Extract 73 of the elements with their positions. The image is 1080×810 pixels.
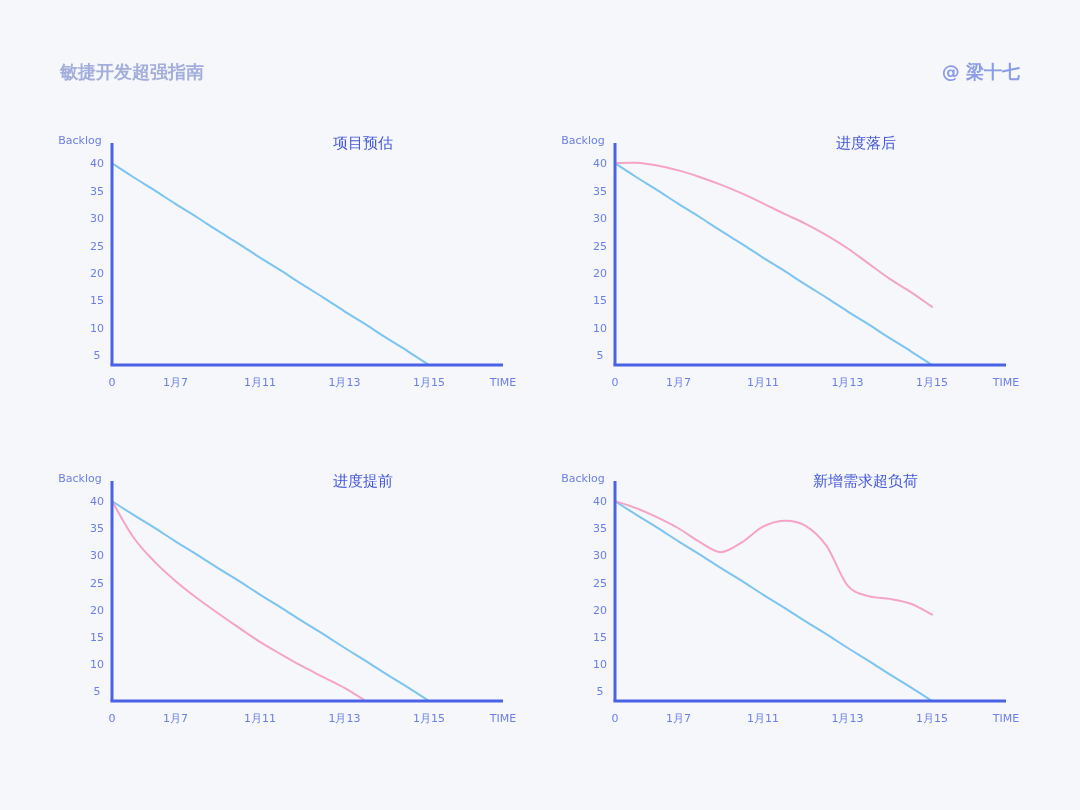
text: @ 梁十七 <box>941 61 1020 82</box>
line-series <box>111 500 367 702</box>
text: 敏捷开发超强指南 <box>59 61 204 82</box>
y-tick-label: 10 <box>593 658 607 672</box>
chart-title: 进度落后 <box>835 134 896 152</box>
y-tick-label: 5 <box>93 685 101 699</box>
y-tick-label: 15 <box>90 294 104 308</box>
y-tick-label: 15 <box>90 630 104 644</box>
line-series <box>614 162 934 366</box>
y-tick-label: 40 <box>90 495 104 509</box>
line-series <box>111 500 431 702</box>
y-tick-label: 35 <box>593 522 607 536</box>
y-tick-label: 15 <box>593 630 607 644</box>
x-tick-label: 0 <box>611 376 619 389</box>
y-tick-label: 30 <box>593 212 607 226</box>
x-tick-label: 1月11 <box>746 376 779 389</box>
x-axis-title: TIME <box>991 712 1020 725</box>
x-tick-label: 0 <box>611 712 619 725</box>
y-tick-label: 5 <box>596 685 604 699</box>
x-tick-label: 0 <box>108 376 116 389</box>
y-axis-title: Backlog <box>561 134 605 147</box>
x-tick-label: 1月15 <box>413 376 446 389</box>
y-tick-label: 5 <box>596 349 604 363</box>
y-axis-title: Backlog <box>58 472 102 485</box>
y-tick-label: 40 <box>593 495 607 509</box>
x-axis-title: TIME <box>488 712 517 725</box>
y-tick-label: 10 <box>593 321 607 335</box>
y-tick-label: 35 <box>90 522 104 536</box>
y-tick-label: 35 <box>593 184 607 198</box>
y-axis-title: Backlog <box>58 134 102 147</box>
y-tick-label: 25 <box>90 239 104 253</box>
x-tick-label: 1月7 <box>665 712 691 725</box>
y-tick-label: 30 <box>90 549 104 563</box>
x-tick-label: 1月7 <box>162 712 188 725</box>
y-tick-label: 20 <box>90 266 104 280</box>
y-tick-label: 5 <box>93 349 101 363</box>
x-tick-label: 1月11 <box>243 712 276 725</box>
x-tick-label: 1月11 <box>746 712 779 725</box>
y-tick-label: 20 <box>593 266 607 280</box>
y-tick-label: 25 <box>90 576 104 590</box>
line-series <box>614 161 934 308</box>
x-tick-label: 1月13 <box>831 712 864 725</box>
x-tick-label: 1月13 <box>328 376 361 389</box>
x-axis-title: TIME <box>488 376 517 389</box>
x-tick-label: 1月13 <box>831 376 864 389</box>
line-series <box>614 500 934 702</box>
y-axis-title: Backlog <box>561 472 605 485</box>
y-tick-label: 35 <box>90 184 104 198</box>
chart-title: 新增需求超负荷 <box>813 472 918 490</box>
y-tick-label: 10 <box>90 658 104 672</box>
x-tick-label: 1月15 <box>916 712 949 725</box>
x-tick-label: 1月7 <box>665 376 691 389</box>
y-tick-label: 40 <box>593 157 607 171</box>
x-tick-label: 0 <box>108 712 116 725</box>
x-tick-label: 1月13 <box>328 712 361 725</box>
chart-title: 进度提前 <box>332 472 393 490</box>
y-tick-label: 20 <box>593 603 607 617</box>
x-tick-label: 1月15 <box>413 712 446 725</box>
y-tick-label: 30 <box>593 549 607 563</box>
chart-title: 项目预估 <box>332 134 393 152</box>
y-tick-label: 30 <box>90 212 104 226</box>
y-tick-label: 10 <box>90 321 104 335</box>
x-axis-title: TIME <box>991 376 1020 389</box>
y-tick-label: 15 <box>593 294 607 308</box>
y-tick-label: 20 <box>90 603 104 617</box>
y-tick-label: 25 <box>593 239 607 253</box>
line-series <box>614 500 934 616</box>
y-tick-label: 40 <box>90 157 104 171</box>
y-tick-label: 25 <box>593 576 607 590</box>
x-tick-label: 1月11 <box>243 376 276 389</box>
line-series <box>111 162 431 366</box>
x-tick-label: 1月7 <box>162 376 188 389</box>
x-tick-label: 1月15 <box>916 376 949 389</box>
